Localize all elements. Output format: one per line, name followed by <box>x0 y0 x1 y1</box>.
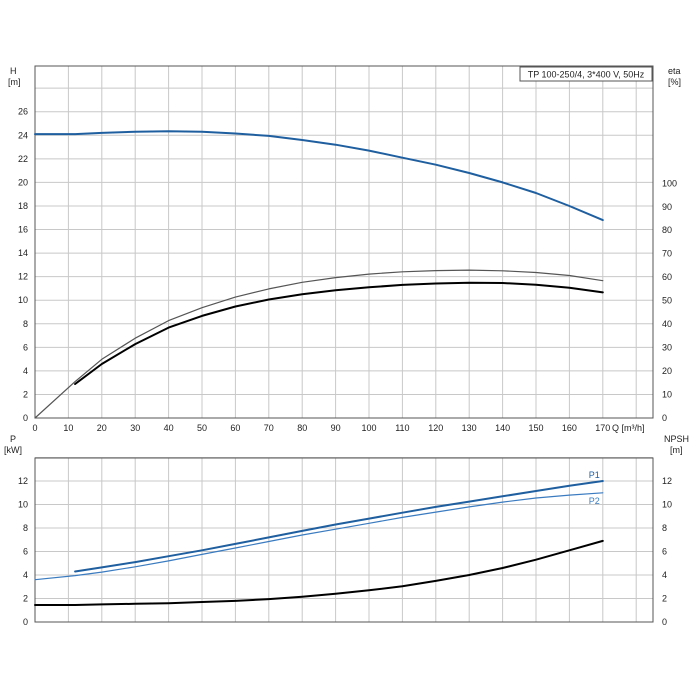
npsh-axis-label: NPSH <box>664 434 689 444</box>
power-tick: 10 <box>18 500 28 510</box>
series-label-p2: P2 <box>589 496 600 506</box>
eta-tick: 0 <box>662 413 667 423</box>
top-series-line-2 <box>74 281 604 385</box>
eta-tick: 80 <box>662 225 672 235</box>
power-tick: 6 <box>23 547 28 557</box>
flow-tick: 70 <box>264 423 274 433</box>
head-tick: 26 <box>18 107 28 117</box>
power-npsh-grid <box>35 457 653 622</box>
head-tick: 14 <box>18 248 28 258</box>
head-efficiency-frame <box>34 65 654 419</box>
flow-tick: 80 <box>297 423 307 433</box>
power-axis-label: P <box>10 434 16 444</box>
power-tick: 0 <box>23 617 28 627</box>
power-tick: 4 <box>23 570 28 580</box>
power-tick: 8 <box>23 523 28 533</box>
top-series-line-1 <box>34 269 604 419</box>
flow-tick: 50 <box>197 423 207 433</box>
bottom-series-line-0 <box>74 480 604 573</box>
flow-tick: 140 <box>495 423 510 433</box>
eta-axis-label: eta <box>668 66 681 76</box>
power-tick: 12 <box>18 476 28 486</box>
npsh-tick: 2 <box>662 594 667 604</box>
head-tick: 2 <box>23 389 28 399</box>
head-tick: 20 <box>18 177 28 187</box>
power-tick: 2 <box>23 594 28 604</box>
npsh-tick: 10 <box>662 500 672 510</box>
flow-tick: 40 <box>164 423 174 433</box>
power-npsh-panel: P [kW] NPSH [m] 0 2 4 6 8 10 12 0 2 4 6 8 10 12 P1 P2 <box>4 434 689 627</box>
flow-tick: 30 <box>130 423 140 433</box>
flow-tick: 130 <box>462 423 477 433</box>
eta-tick: 60 <box>662 272 672 282</box>
eta-tick: 50 <box>662 296 672 306</box>
head-tick: 8 <box>23 319 28 329</box>
head-tick: 0 <box>23 413 28 423</box>
head-tick: 22 <box>18 154 28 164</box>
head-tick: 10 <box>18 295 28 305</box>
npsh-axis-unit: [m] <box>670 445 683 455</box>
head-axis-label: H <box>10 66 17 76</box>
npsh-tick-labels: 0 2 4 6 8 10 12 <box>662 476 672 627</box>
npsh-tick: 8 <box>662 523 667 533</box>
eta-tick: 30 <box>662 343 672 353</box>
power-npsh-series <box>34 480 604 606</box>
eta-tick: 70 <box>662 249 672 259</box>
flow-tick: 10 <box>63 423 73 433</box>
npsh-tick: 6 <box>662 547 667 557</box>
power-npsh-frame <box>34 457 654 623</box>
flow-tick: 60 <box>230 423 240 433</box>
eta-tick: 40 <box>662 319 672 329</box>
power-axis-unit: [kW] <box>4 445 22 455</box>
head-tick: 4 <box>23 366 28 376</box>
head-tick: 6 <box>23 342 28 352</box>
flow-tick: 170 <box>595 423 610 433</box>
flow-axis-label: Q [m³/h] <box>612 423 645 433</box>
chart-title: TP 100-250/4, 3*400 V, 50Hz <box>528 70 645 80</box>
power-tick-labels: 0 2 4 6 8 10 12 <box>18 476 28 627</box>
flow-tick: 100 <box>361 423 376 433</box>
top-series-line-0 <box>34 130 604 222</box>
eta-axis-unit: [%] <box>668 77 681 87</box>
head-efficiency-panel: TP 100-250/4, 3*400 V, 50Hz H [m] eta [%… <box>8 65 681 433</box>
title-box <box>519 66 653 82</box>
npsh-tick: 4 <box>662 570 667 580</box>
eta-tick: 10 <box>662 390 672 400</box>
flow-tick-labels: 0 10 20 30 40 50 60 70 80 90 100 110 120 130 140 150 160… <box>32 423 610 433</box>
head-efficiency-grid <box>35 66 653 418</box>
flow-tick: 20 <box>97 423 107 433</box>
npsh-tick: 0 <box>662 617 667 627</box>
bottom-series-line-2 <box>34 539 604 606</box>
flow-tick: 150 <box>528 423 543 433</box>
eta-tick: 100 <box>662 178 677 188</box>
bottom-series-line-1 <box>34 492 604 581</box>
head-tick: 18 <box>18 201 28 211</box>
npsh-tick: 12 <box>662 476 672 486</box>
flow-tick: 160 <box>562 423 577 433</box>
flow-tick: 0 <box>32 423 37 433</box>
eta-tick: 20 <box>662 366 672 376</box>
power-series-labels: P1 P2 <box>589 470 600 506</box>
eta-tick-labels: 0 10 20 30 40 50 60 70 80 90 100 <box>662 178 677 423</box>
eta-tick: 90 <box>662 202 672 212</box>
head-axis-unit: [m] <box>8 77 21 87</box>
flow-tick: 120 <box>428 423 443 433</box>
flow-tick: 90 <box>331 423 341 433</box>
head-tick: 12 <box>18 272 28 282</box>
head-tick: 16 <box>18 225 28 235</box>
flow-tick: 110 <box>395 423 409 433</box>
head-efficiency-series <box>34 130 604 419</box>
series-label-p1: P1 <box>589 470 600 480</box>
head-tick: 24 <box>18 130 28 140</box>
